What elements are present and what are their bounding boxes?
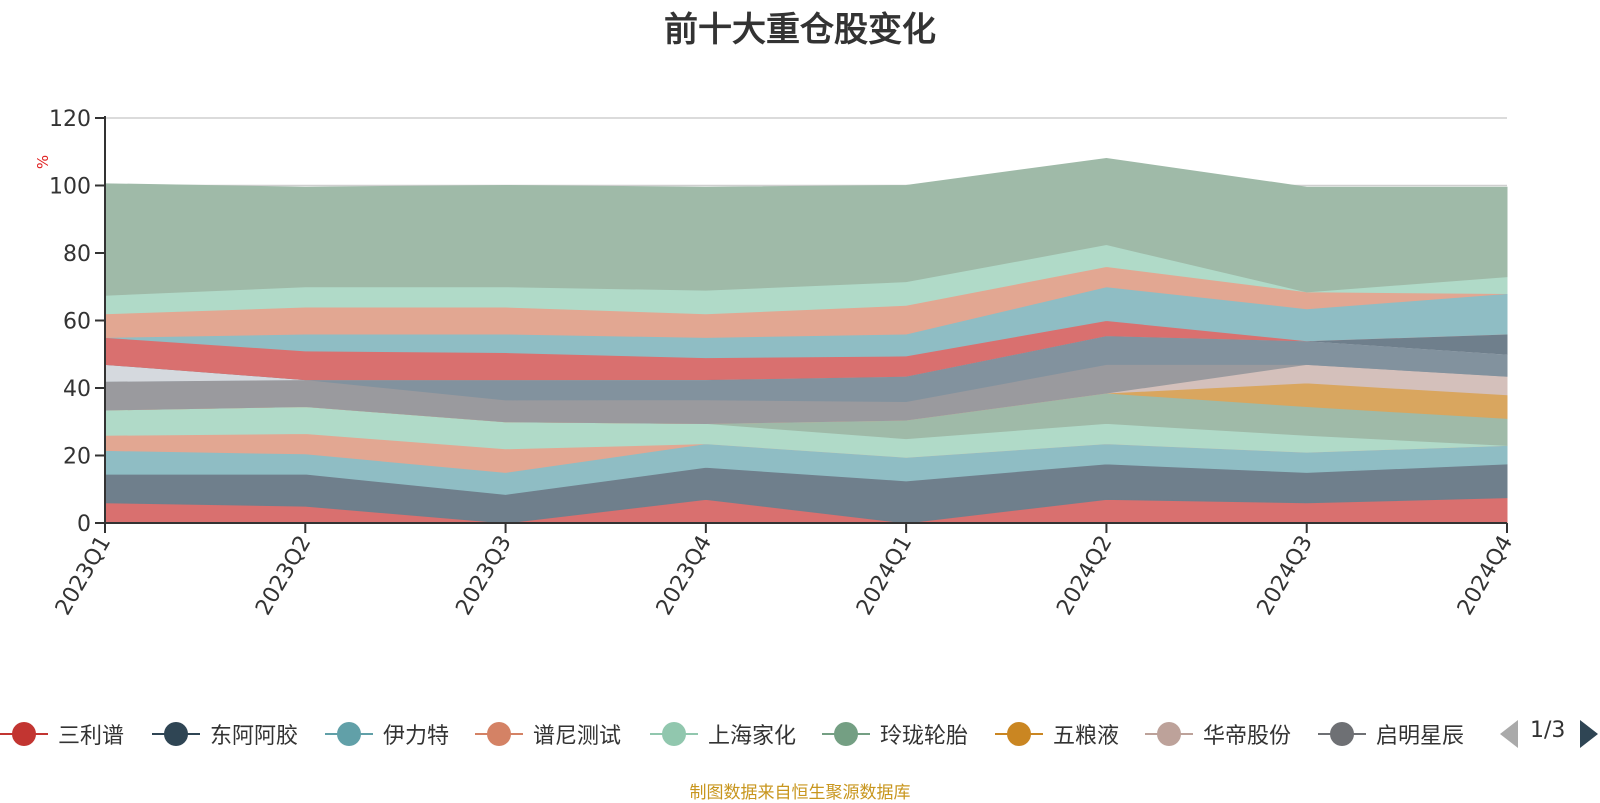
legend-marker-icon (1318, 721, 1366, 747)
x-tick-label: 2023Q2 (251, 532, 316, 620)
legend-marker-icon (822, 721, 870, 747)
chart-title: 前十大重仓股变化 (664, 10, 936, 50)
x-tick-label: 2024Q3 (1253, 532, 1318, 620)
x-tick-label: 2023Q3 (451, 532, 516, 620)
y-tick-label: 100 (49, 175, 91, 200)
next-page-icon[interactable] (1580, 720, 1598, 748)
legend-item[interactable]: 五粮液 (995, 716, 1119, 752)
x-tick-label: 2024Q1 (852, 532, 917, 620)
legend-label: 华帝股份 (1203, 724, 1292, 749)
legend: 三利谱 东阿阿胶 伊力特 谱尼测试 上海家化 玲珑轮胎 五粮液 华帝股份 启明星辰 (0, 716, 1600, 752)
legend-marker-icon (152, 721, 200, 747)
legend-label: 玲珑轮胎 (880, 724, 969, 749)
area-series (104, 157, 1508, 524)
legend-page-indicator: 1/3 (1530, 718, 1566, 743)
legend-item[interactable]: 伊力特 (325, 716, 449, 752)
y-tick-label: 20 (63, 445, 91, 470)
legend-item[interactable]: 上海家化 (650, 716, 796, 752)
legend-item[interactable]: 三利谱 (0, 716, 124, 752)
y-tick-label: 120 (49, 107, 91, 132)
legend-label: 五粮液 (1053, 724, 1120, 749)
x-tick-label: 2023Q4 (652, 532, 717, 620)
legend-label: 启明星辰 (1376, 724, 1465, 749)
y-axis-label: % (34, 155, 52, 169)
legend-marker-icon (650, 721, 698, 747)
legend-item[interactable]: 华帝股份 (1145, 716, 1291, 752)
y-tick-label: 60 (63, 310, 91, 335)
legend-item[interactable]: 谱尼测试 (475, 716, 621, 752)
legend-marker-icon (0, 721, 48, 747)
legend-marker-icon (1145, 721, 1193, 747)
legend-marker-icon (475, 721, 523, 747)
legend-item[interactable]: 东阿阿胶 (152, 716, 298, 752)
legend-label: 东阿阿胶 (210, 724, 299, 749)
legend-label: 谱尼测试 (533, 724, 622, 749)
x-tick-label: 2023Q1 (51, 532, 116, 620)
legend-marker-icon (325, 721, 373, 747)
legend-marker-icon (995, 721, 1043, 747)
x-tick-label: 2024Q2 (1052, 532, 1117, 620)
y-tick-label: 80 (63, 242, 91, 267)
legend-item[interactable]: 启明星辰 (1318, 716, 1464, 752)
y-tick-label: 40 (63, 377, 91, 402)
y-tick-label: 0 (77, 512, 91, 537)
previous-page-icon[interactable] (1500, 720, 1518, 748)
legend-label: 伊力特 (383, 724, 450, 749)
data-source-note: 制图数据来自恒生聚源数据库 (689, 783, 911, 803)
legend-item[interactable]: 玲珑轮胎 (822, 716, 968, 752)
legend-label: 上海家化 (708, 724, 797, 749)
area-series-16 (104, 157, 1508, 296)
stacked-area-chart: 0 20 40 60 80 100 120% 2023Q1 2023Q2 2023Q3 2023Q4… (34, 107, 1518, 620)
legend-items: 三利谱 东阿阿胶 伊力特 谱尼测试 上海家化 玲珑轮胎 五粮液 华帝股份 启明星辰 (0, 716, 1488, 752)
legend-label: 三利谱 (58, 724, 125, 749)
x-tick-label: 2024Q4 (1453, 532, 1518, 620)
